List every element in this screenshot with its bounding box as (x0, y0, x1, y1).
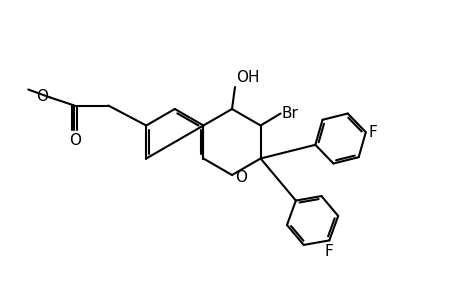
Text: O: O (36, 89, 48, 104)
Text: Br: Br (281, 106, 298, 121)
Text: O: O (235, 169, 246, 184)
Text: F: F (368, 125, 377, 140)
Text: O: O (69, 133, 81, 148)
Text: F: F (324, 244, 333, 260)
Text: OH: OH (235, 70, 259, 85)
